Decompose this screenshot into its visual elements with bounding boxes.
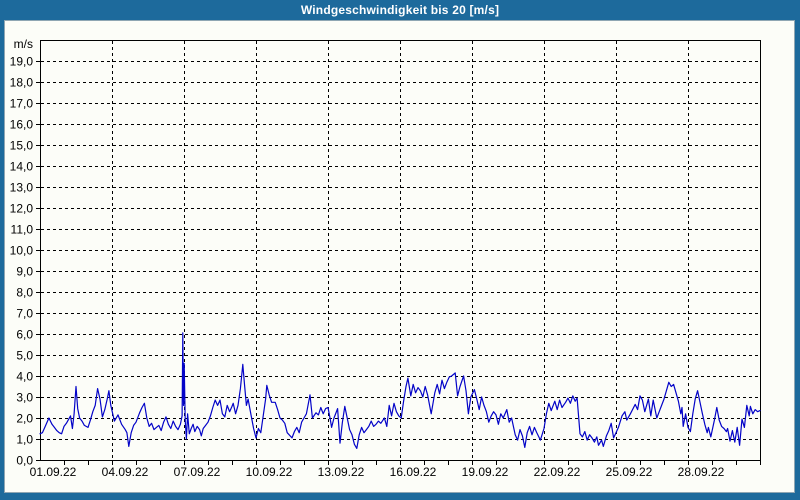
y-tick-label: 17,0	[10, 97, 34, 111]
chart-title-bar: Windgeschwindigkeit bis 20 [m/s]	[0, 0, 800, 20]
y-tick-label: 1,0	[16, 433, 33, 447]
y-tick-label: 11,0	[11, 223, 34, 237]
y-tick-label: 9,0	[16, 265, 33, 279]
x-tick-label: 28.09.22	[678, 465, 725, 479]
x-tick-label: 04.09.22	[102, 465, 149, 479]
y-tick-label: 6,0	[16, 328, 33, 342]
y-tick-label: 12,0	[10, 202, 34, 216]
y-tick-label: 15,0	[10, 139, 34, 153]
x-tick-label: 10.09.22	[246, 465, 293, 479]
x-tick-label: 07.09.22	[174, 465, 221, 479]
y-tick-label: 0,0	[16, 454, 33, 468]
wind-speed-series-line	[39, 332, 761, 449]
y-tick-label: 19,0	[10, 55, 34, 69]
y-tick-label: 14,0	[10, 160, 34, 174]
y-tick-label: 7,0	[16, 307, 33, 321]
x-tick-label: 19.09.22	[462, 465, 509, 479]
x-tick-label: 01.09.22	[30, 465, 77, 479]
x-tick-label: 13.09.22	[318, 465, 365, 479]
y-tick-label: 4,0	[16, 370, 33, 384]
y-tick-label: 18,0	[10, 76, 34, 90]
plot-border	[40, 40, 761, 461]
y-tick-label: 13,0	[10, 181, 34, 195]
x-tick-label: 22.09.22	[534, 465, 581, 479]
chart-panel	[4, 20, 795, 493]
y-tick-label: 3,0	[16, 391, 33, 405]
y-axis-unit-label: m/s	[14, 37, 33, 51]
x-tick-label: 25.09.22	[606, 465, 653, 479]
y-tick-label: 5,0	[16, 349, 33, 363]
x-tick-label: 16.09.22	[390, 465, 437, 479]
y-tick-label: 8,0	[16, 286, 33, 300]
chart-title: Windgeschwindigkeit bis 20 [m/s]	[300, 3, 500, 17]
y-tick-label: 2,0	[16, 412, 33, 426]
y-tick-label: 10,0	[10, 244, 34, 258]
y-tick-label: 16,0	[10, 118, 34, 132]
